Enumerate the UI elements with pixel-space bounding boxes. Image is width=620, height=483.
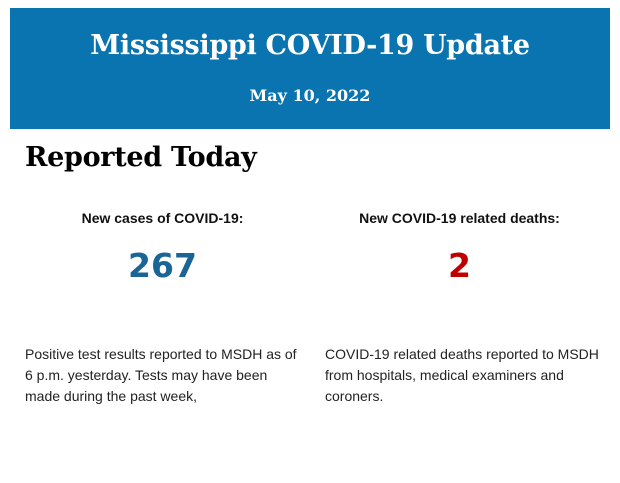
report-date: May 10, 2022 — [249, 86, 371, 105]
deaths-value: 2 — [448, 246, 471, 285]
deaths-panel: New COVID-19 related deaths: 2 — [322, 210, 597, 285]
deaths-label: New COVID-19 related deaths: — [359, 210, 560, 226]
page-title: Mississippi COVID-19 Update — [90, 30, 530, 61]
header-banner: Mississippi COVID-19 Update May 10, 2022 — [10, 8, 610, 129]
cases-label: New cases of COVID-19: — [81, 210, 244, 226]
cases-panel: New cases of COVID-19: 267 — [25, 210, 300, 285]
deaths-description: COVID-19 related deaths reported to MSDH… — [325, 346, 599, 404]
cases-value: 267 — [128, 246, 197, 285]
section-heading: Reported Today — [25, 142, 257, 173]
cases-description: Positive test results reported to MSDH a… — [25, 346, 297, 404]
